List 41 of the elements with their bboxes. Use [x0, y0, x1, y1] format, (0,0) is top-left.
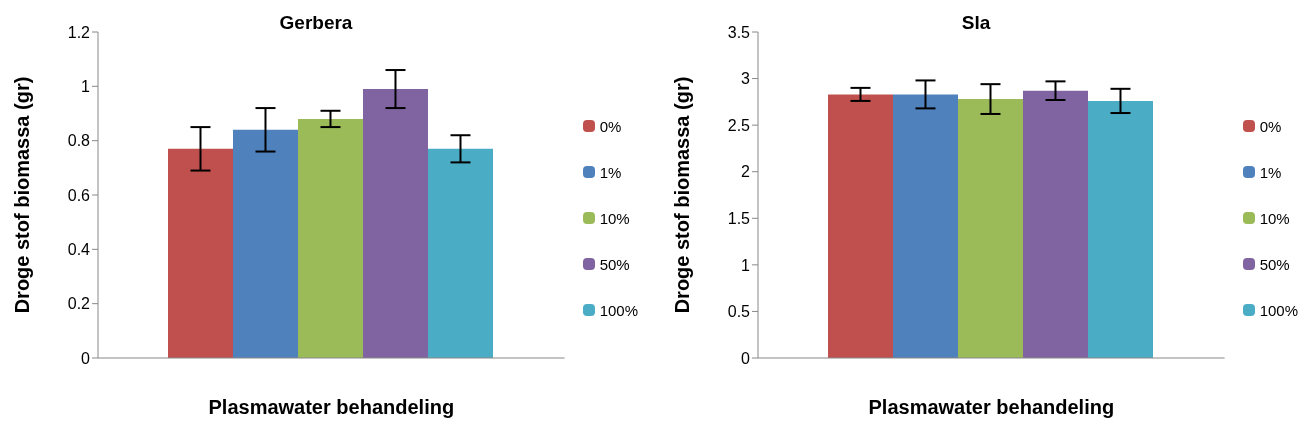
legend-label: 1%	[1259, 163, 1282, 181]
legend-label: 0%	[1259, 117, 1282, 135]
bar	[297, 118, 363, 358]
y-tick-label: 2.5	[727, 116, 751, 134]
bar	[957, 99, 1023, 358]
y-tick-label: 0	[81, 349, 91, 367]
bar	[362, 89, 428, 358]
legend-label: 10%	[599, 209, 630, 227]
y-tick-label: 1.2	[67, 23, 91, 41]
y-tick-label: 0.5	[727, 303, 751, 321]
legend-label: 10%	[1259, 209, 1290, 227]
legend-label: 0%	[599, 117, 622, 135]
y-tick-label: 0.6	[67, 186, 91, 204]
y-tick-label: 3.5	[727, 23, 751, 41]
legend-label: 100%	[599, 301, 638, 319]
y-axis-title: Droge stof biomassa (gr)	[671, 76, 694, 314]
bar	[827, 94, 893, 358]
x-axis-title: Plasmawater behandeling	[868, 396, 1115, 418]
y-tick-label: 3	[741, 70, 751, 88]
y-axis-title: Droge stof biomassa (gr)	[11, 76, 34, 314]
y-tick-label: 0.2	[67, 295, 91, 313]
legend-label: 1%	[599, 163, 622, 181]
legend-label: 50%	[1259, 255, 1290, 273]
y-tick-label: 0.8	[67, 132, 91, 150]
y-tick-label: 0	[741, 349, 751, 367]
chart-title: Gerbera	[278, 12, 354, 34]
x-axis-title: Plasmawater behandeling	[208, 396, 455, 418]
y-tick-label: 2	[741, 163, 751, 181]
bar	[427, 148, 493, 358]
y-tick-label: 1	[741, 256, 751, 274]
bar	[232, 129, 298, 358]
legend-label: 50%	[599, 255, 630, 273]
bar	[892, 94, 958, 358]
bar	[167, 148, 233, 358]
legend-label: 100%	[1259, 301, 1298, 319]
y-tick-label: 1	[81, 78, 91, 96]
bar	[1087, 100, 1153, 358]
y-tick-label: 0.4	[67, 241, 91, 259]
bar	[1022, 90, 1088, 358]
chart-title: Sla	[960, 12, 992, 34]
y-tick-label: 1.5	[727, 209, 751, 227]
